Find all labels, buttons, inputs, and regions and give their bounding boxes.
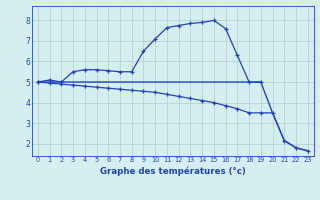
X-axis label: Graphe des températures (°c): Graphe des températures (°c) [100,166,246,176]
